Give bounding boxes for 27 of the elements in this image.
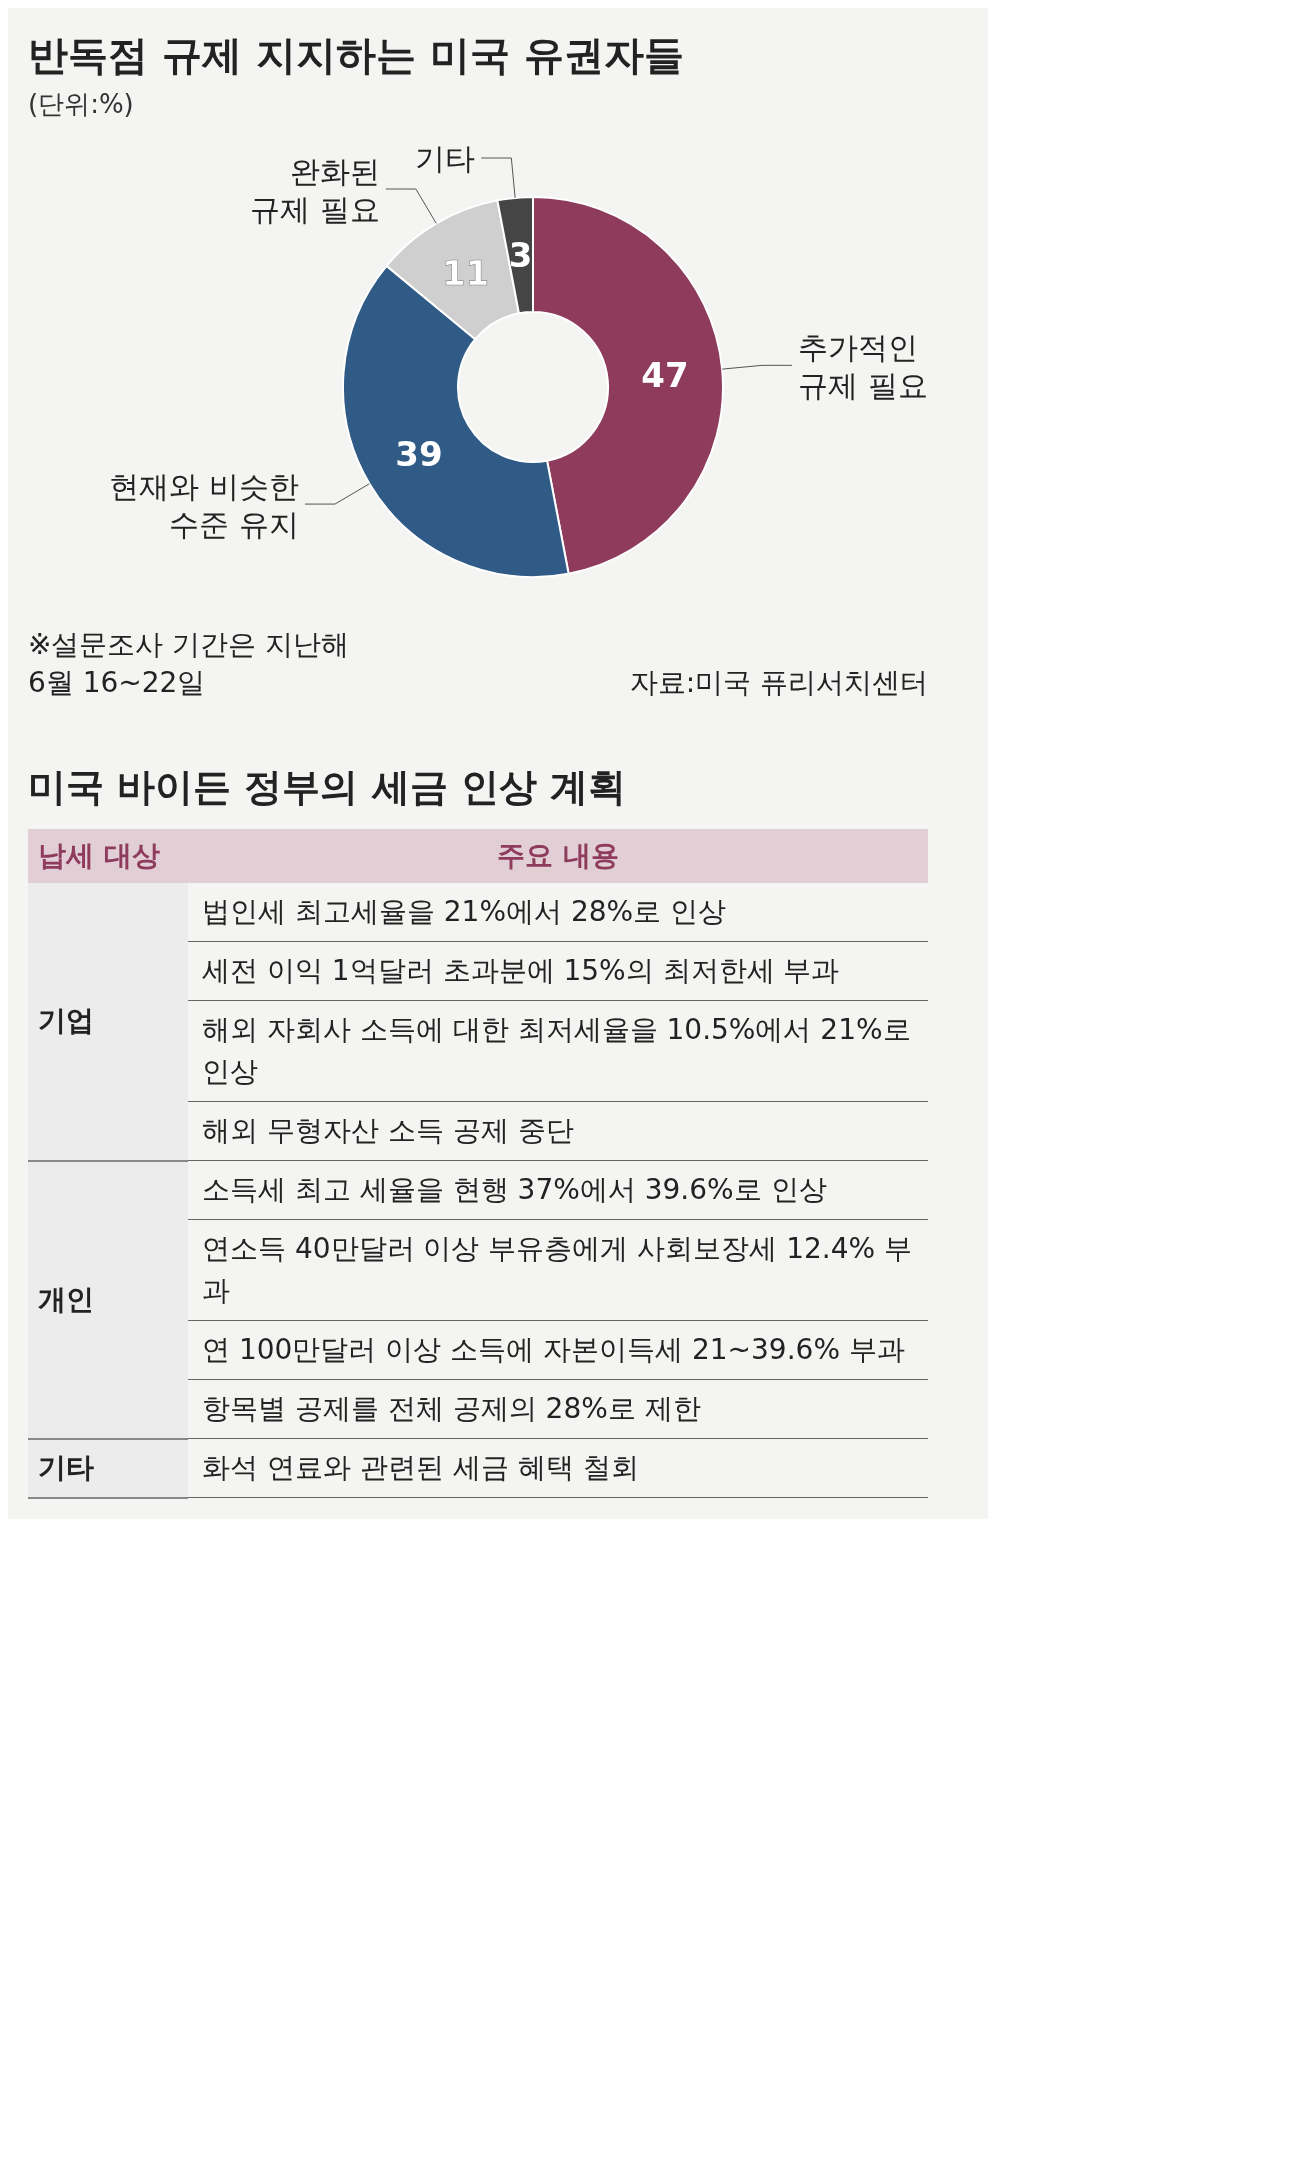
data-label: 11 xyxy=(441,252,490,293)
slice-label: 현재와 비슷한 수준 유지 xyxy=(109,468,300,542)
data-label: 47 xyxy=(641,354,689,395)
slice-label: 기타 xyxy=(415,140,476,176)
text: 항목별 공제를 전체 공제의 28%로 제한 xyxy=(202,1392,701,1425)
text: 미국 바이든 정부의 세금 인상 계획 xyxy=(28,764,628,811)
text: 해외 자회사 소득에 대한 최저세율을 10.5%에서 21%로 인상 xyxy=(202,1013,911,1088)
text: 화석 연료와 관련된 세금 혜택 철회 xyxy=(202,1451,639,1484)
data-label: 3 xyxy=(508,235,533,276)
data-label: 39 xyxy=(395,434,443,475)
slice-label: 완화된 규제 필요 xyxy=(250,153,380,227)
text: 연소득 40만달러 이상 부유층에게 사회보장세 12.4% 부과 xyxy=(202,1232,912,1307)
table-header-cell: 주요 내용 xyxy=(188,829,928,883)
text: 자료:미국 퓨리서치센터 xyxy=(629,665,928,701)
text: 세전 이익 1억달러 초과분에 15%의 최저한세 부과 xyxy=(202,954,840,987)
text: 기타 xyxy=(38,1451,94,1484)
text: 법인세 최고세율을 21%에서 28%로 인상 xyxy=(202,895,727,928)
text: 해외 무형자산 소득 공제 중단 xyxy=(202,1114,574,1147)
slice-label: 추가적인 규제 필요 xyxy=(797,329,928,403)
chart-subtitle: (단위:%) xyxy=(28,88,135,121)
text: 소득세 최고 세율을 현행 37%에서 39.6%로 인상 xyxy=(202,1173,827,1206)
table-header-cell: 납세 대상 xyxy=(28,829,188,883)
text: 기업 xyxy=(38,1004,94,1038)
text: 연 100만달러 이상 소득에 자본이득세 21~39.6% 부과 xyxy=(202,1333,905,1366)
chart-title: 반독점 규제 지지하는 미국 유권자들 xyxy=(28,31,685,80)
text: 개인 xyxy=(38,1282,94,1316)
text: ※설문조사 기간은 지난해 6월 16~22일 xyxy=(28,627,351,701)
